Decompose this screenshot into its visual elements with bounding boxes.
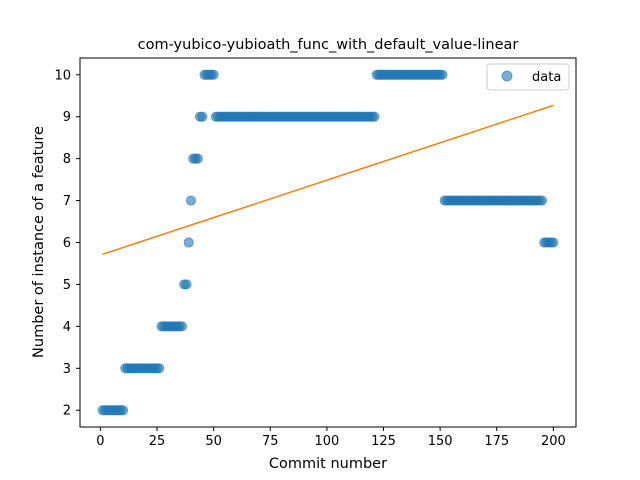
x-tick-label: 150 <box>428 434 453 449</box>
y-tick-label: 9 <box>63 110 71 125</box>
x-axis: 0 25 50 75 100 125 150 175 200 <box>96 427 566 449</box>
x-tick-label: 125 <box>371 434 396 449</box>
data-point <box>185 195 197 206</box>
y-tick-label: 6 <box>63 236 71 251</box>
x-tick-label: 75 <box>262 434 279 449</box>
y-axis: 2 3 4 5 6 7 8 9 10 <box>54 68 80 419</box>
x-axis-label: Commit number <box>269 456 387 472</box>
chart-title: com-yubico-yubioath_func_with_default_va… <box>138 37 519 53</box>
data-point <box>369 111 380 122</box>
legend: data <box>486 63 570 91</box>
data-point <box>117 405 129 416</box>
data-point <box>192 153 203 164</box>
y-tick-label: 8 <box>63 152 71 167</box>
legend-box <box>486 63 570 91</box>
y-tick-label: 2 <box>63 404 71 419</box>
y-tick-label: 10 <box>54 68 71 83</box>
data-point <box>197 111 208 122</box>
data-point <box>208 69 219 80</box>
plot-area <box>97 69 559 416</box>
y-tick-label: 7 <box>63 194 71 209</box>
y-axis-label: Number of instance of a feature <box>31 126 47 358</box>
data-point <box>548 237 559 248</box>
x-tick-label: 200 <box>541 434 566 449</box>
x-tick-label: 25 <box>149 434 166 449</box>
data-point <box>154 363 165 374</box>
legend-label: data <box>532 70 561 85</box>
data-point <box>183 237 194 248</box>
y-tick-label: 5 <box>63 278 71 293</box>
legend-marker <box>501 70 513 82</box>
data-point <box>437 69 448 80</box>
fit-line <box>102 104 554 255</box>
data-point <box>536 195 548 206</box>
x-tick-label: 50 <box>205 434 222 449</box>
x-tick-label: 0 <box>96 434 104 449</box>
y-tick-label: 4 <box>63 320 71 335</box>
data-point <box>181 279 192 290</box>
x-tick-label: 100 <box>314 434 339 449</box>
x-tick-label: 175 <box>484 434 509 449</box>
data-point <box>176 321 188 332</box>
y-tick-label: 3 <box>63 362 71 377</box>
